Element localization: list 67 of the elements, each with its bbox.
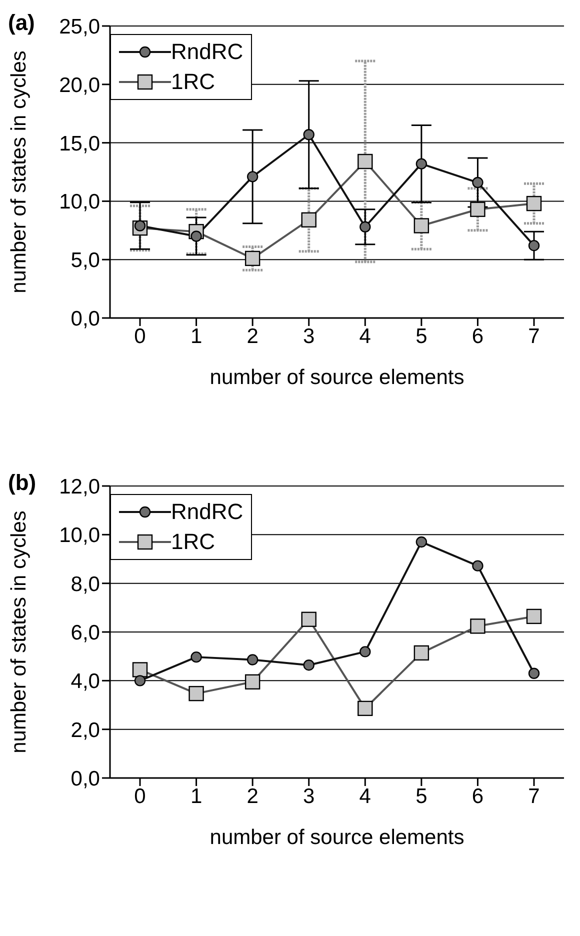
point xyxy=(360,221,371,232)
legend-label: 1RC xyxy=(171,68,216,96)
point xyxy=(134,675,146,686)
point xyxy=(303,659,314,671)
point xyxy=(246,171,258,182)
text: (b) xyxy=(8,470,36,496)
y-tick-label: 20,0 xyxy=(59,74,100,97)
point xyxy=(526,196,542,212)
point xyxy=(303,129,314,140)
point xyxy=(188,686,204,702)
point xyxy=(470,618,486,634)
y-tick-label: 6,0 xyxy=(70,621,100,644)
y-tick-label: 8,0 xyxy=(70,572,100,596)
point xyxy=(470,202,486,217)
y-tick-label: 25,0 xyxy=(59,15,100,38)
y-tick-label: 12,0 xyxy=(59,475,100,498)
y-tick-label: 0,0 xyxy=(70,307,100,330)
y-tick-label: 2,0 xyxy=(70,718,100,742)
x-tick-label: 1 xyxy=(190,324,202,348)
point xyxy=(414,218,430,234)
y-tick-label: 0,0 xyxy=(70,767,100,790)
point xyxy=(244,674,260,690)
x-tick-label: 2 xyxy=(246,784,258,808)
point xyxy=(246,654,258,666)
x-tick-label: 4 xyxy=(359,324,372,348)
point xyxy=(528,240,540,252)
x-tick-label: 2 xyxy=(246,324,258,348)
x-tick-label: 7 xyxy=(528,324,540,348)
x-tick-label: 3 xyxy=(303,324,315,348)
point xyxy=(301,612,316,627)
point xyxy=(528,668,540,679)
point xyxy=(132,662,148,678)
point xyxy=(416,158,428,170)
x-axis-title: number of source elements xyxy=(210,366,464,389)
y-tick-label: 10,0 xyxy=(59,524,100,548)
y-tick-label: 10,0 xyxy=(59,190,100,214)
point xyxy=(301,212,316,228)
x-tick-label: 0 xyxy=(134,784,146,808)
x-axis-title: number of source elements xyxy=(210,826,464,849)
point xyxy=(244,250,260,266)
point xyxy=(472,560,484,572)
x-tick-label: 0 xyxy=(134,324,146,348)
point xyxy=(360,646,371,658)
text: (a) xyxy=(8,10,35,36)
x-tick-label: 5 xyxy=(416,784,428,808)
point xyxy=(416,536,428,548)
x-tick-label: 5 xyxy=(416,324,428,348)
x-tick-label: 7 xyxy=(528,784,540,808)
point xyxy=(414,645,430,661)
x-tick-label: 6 xyxy=(472,324,484,348)
point xyxy=(526,608,542,624)
x-tick-label: 6 xyxy=(472,784,484,808)
y-tick-label: 15,0 xyxy=(59,132,100,156)
y-axis-title: number of states in cycles xyxy=(7,50,30,294)
y-tick-label: 4,0 xyxy=(70,670,100,694)
point xyxy=(190,651,202,663)
x-tick-label: 4 xyxy=(359,784,372,808)
legend-label: 1RC xyxy=(171,528,216,556)
legend-label: RndRC xyxy=(171,498,244,526)
x-tick-label: 3 xyxy=(303,784,315,808)
y-axis-title: number of states in cycles xyxy=(7,510,30,754)
x-tick-label: 1 xyxy=(190,784,202,808)
point xyxy=(358,700,373,716)
point xyxy=(472,176,484,188)
y-tick-label: 5,0 xyxy=(70,249,100,272)
point xyxy=(358,154,373,170)
legend-label: RndRC xyxy=(171,38,244,66)
